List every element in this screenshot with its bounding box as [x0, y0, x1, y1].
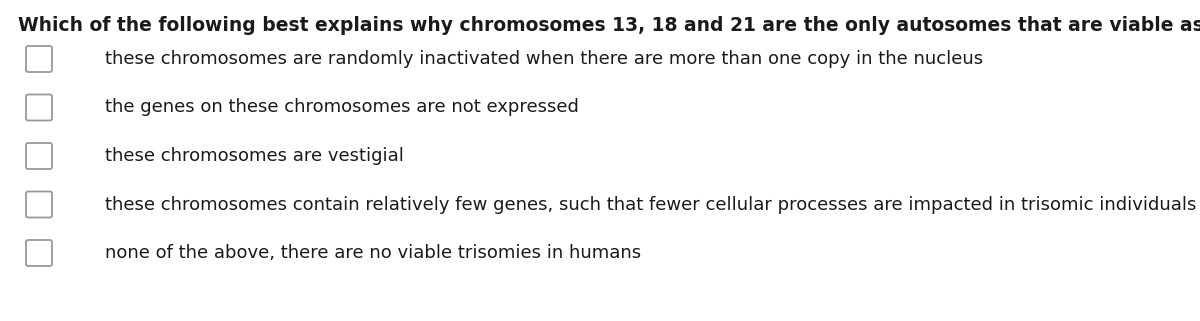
Text: the genes on these chromosomes are not expressed: the genes on these chromosomes are not e… [106, 99, 578, 117]
FancyBboxPatch shape [26, 46, 52, 72]
FancyBboxPatch shape [26, 192, 52, 218]
Text: these chromosomes contain relatively few genes, such that fewer cellular process: these chromosomes contain relatively few… [106, 195, 1196, 213]
FancyBboxPatch shape [26, 143, 52, 169]
FancyBboxPatch shape [26, 94, 52, 120]
Text: these chromosomes are vestigial: these chromosomes are vestigial [106, 147, 404, 165]
Text: these chromosomes are randomly inactivated when there are more than one copy in : these chromosomes are randomly inactivat… [106, 50, 983, 68]
FancyBboxPatch shape [26, 240, 52, 266]
Text: Which of the following best explains why chromosomes 13, 18 and 21 are the only : Which of the following best explains why… [18, 16, 1200, 35]
Text: none of the above, there are no viable trisomies in humans: none of the above, there are no viable t… [106, 244, 641, 262]
